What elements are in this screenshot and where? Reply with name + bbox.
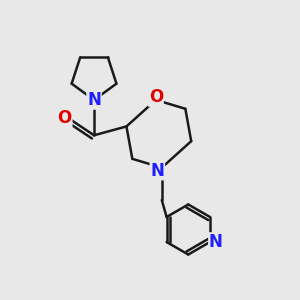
Text: N: N [209,233,223,251]
Text: O: O [149,88,163,106]
Text: N: N [87,91,101,109]
Text: N: N [150,162,164,180]
Text: O: O [58,109,72,127]
